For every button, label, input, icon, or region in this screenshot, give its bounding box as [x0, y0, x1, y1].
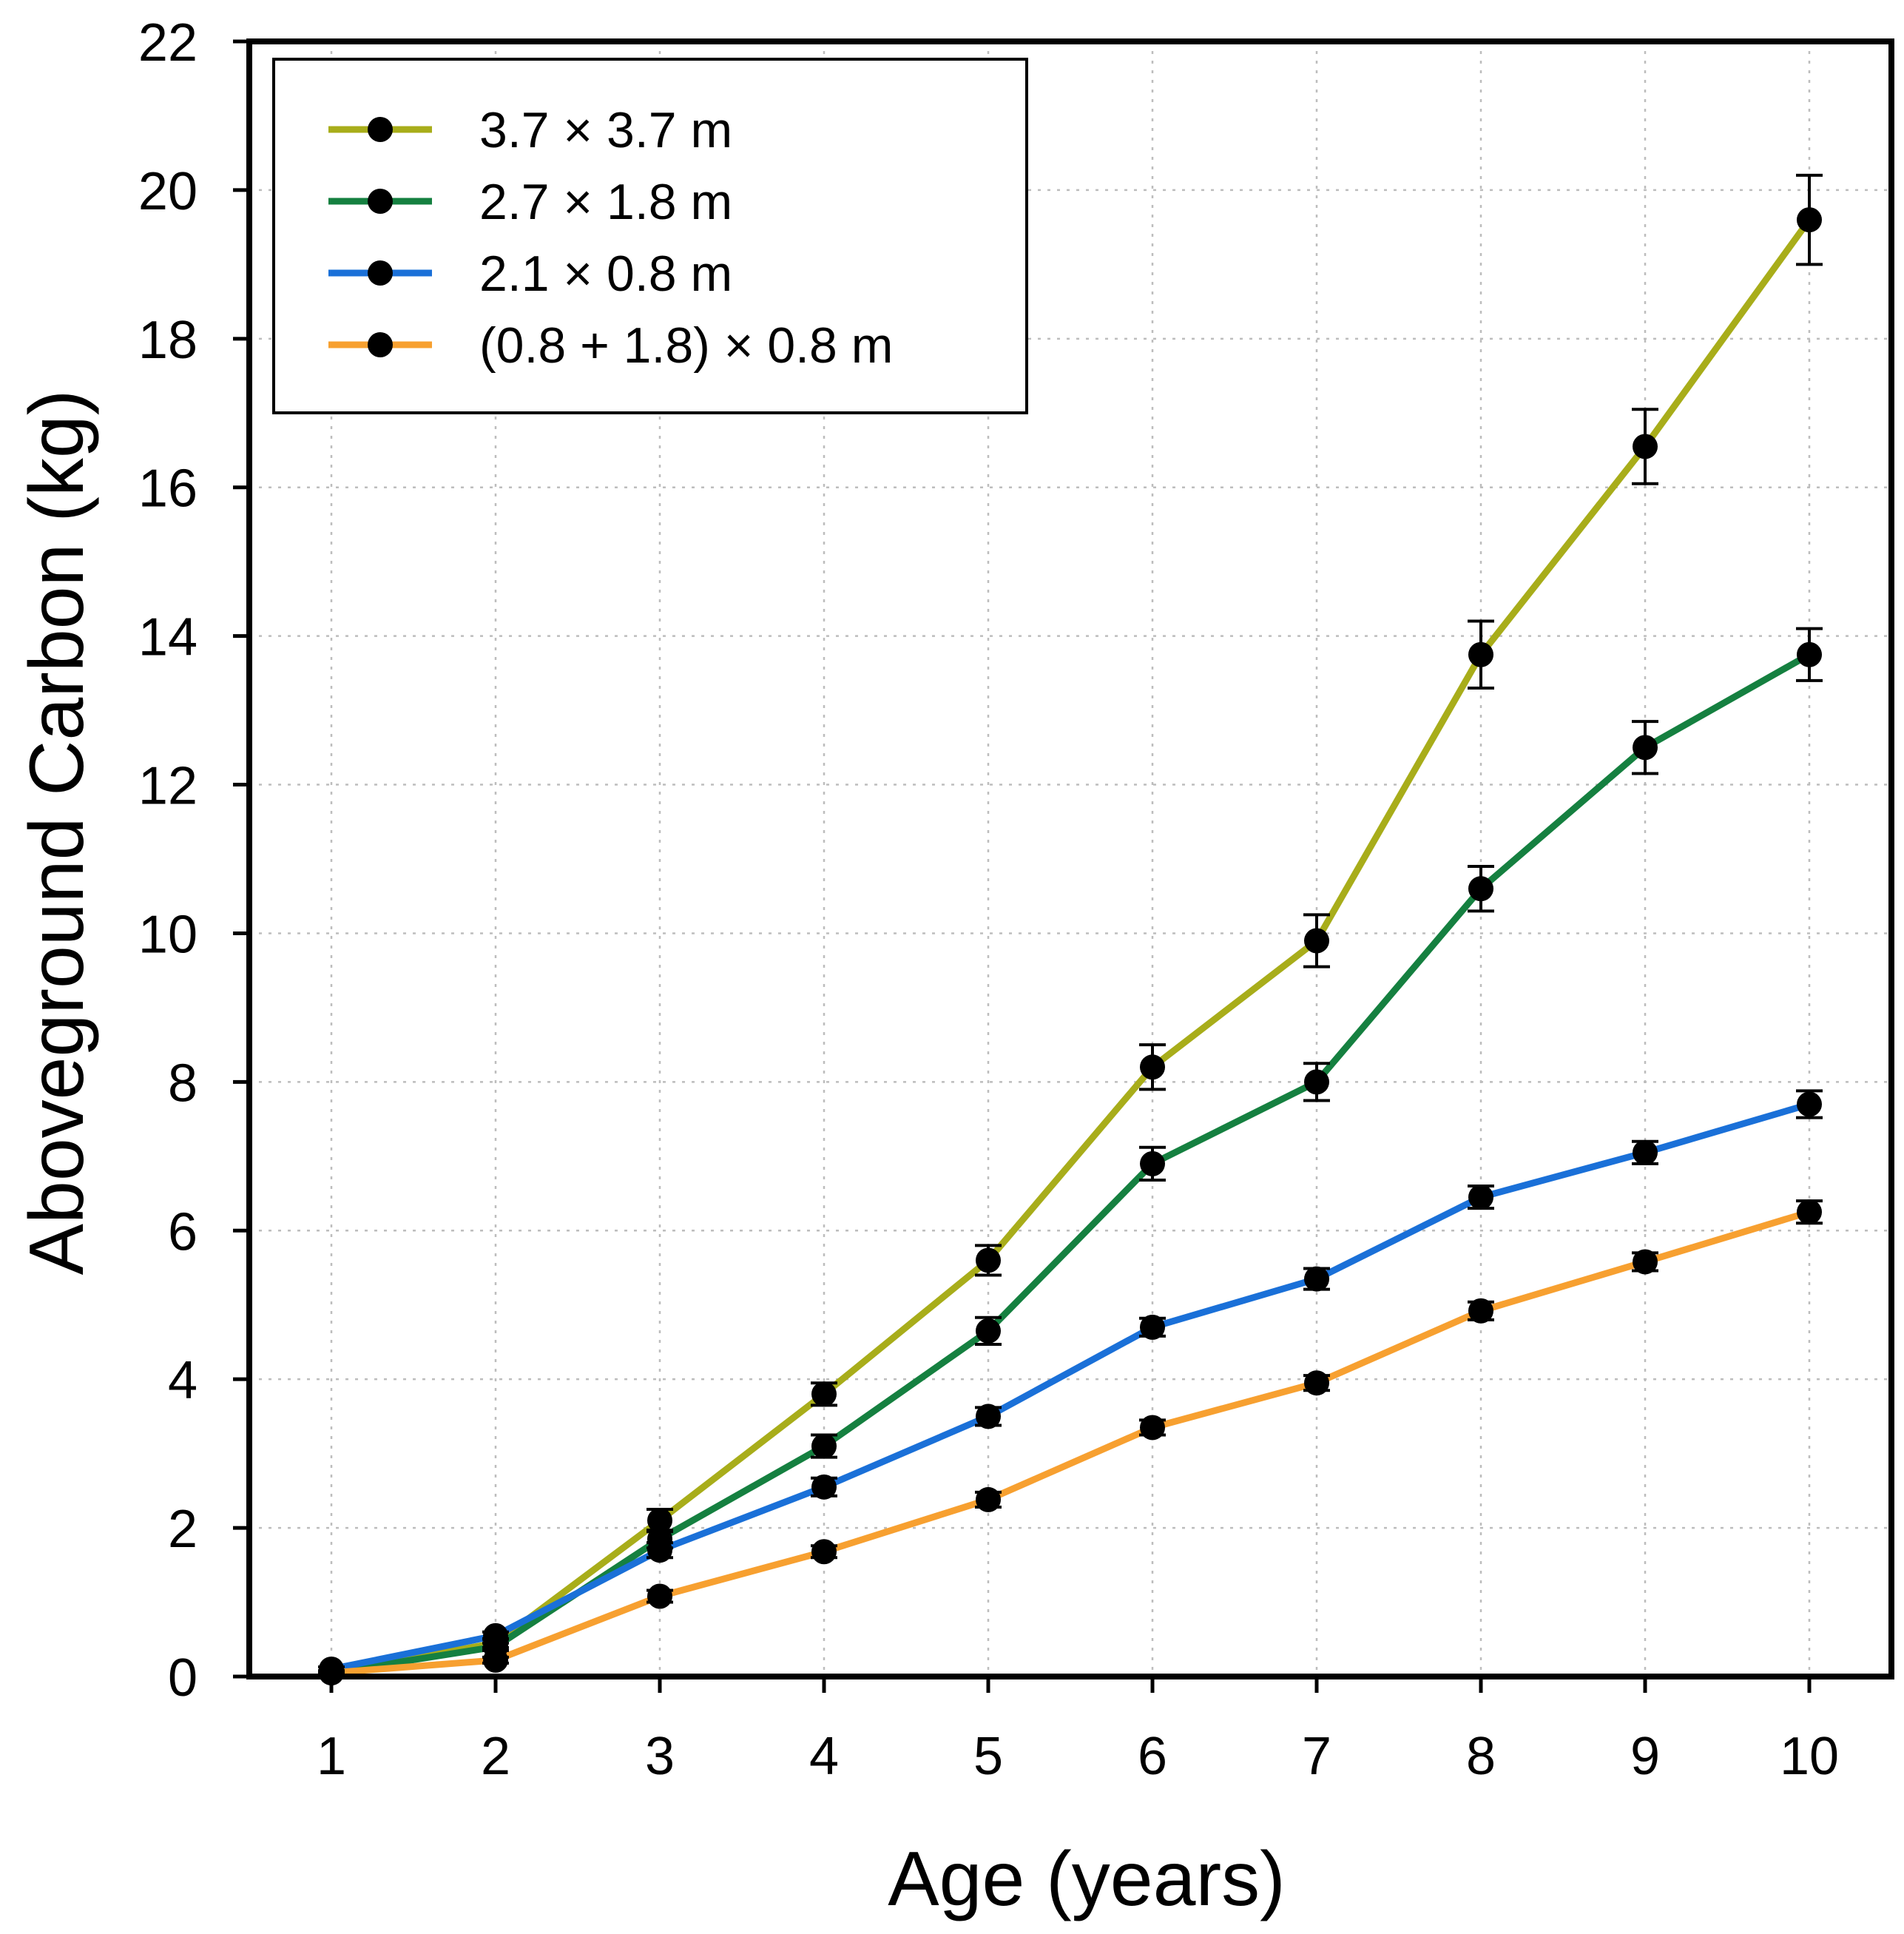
data-point: [1304, 1266, 1329, 1292]
y-tick-label: 14: [138, 608, 198, 667]
x-tick-label: 7: [1302, 1727, 1331, 1786]
x-tick-labels: 1 2 3 4 5 6 7 8 9 10: [317, 1727, 1839, 1786]
x-tick-label: 6: [1138, 1727, 1167, 1786]
series-line: [328, 1101, 1813, 1673]
x-tick-label: 4: [809, 1727, 839, 1786]
x-tick-label: 10: [1780, 1727, 1839, 1786]
data-point: [976, 1486, 1001, 1512]
data-point: [976, 1404, 1001, 1429]
legend-box: [272, 58, 1028, 414]
y-tick-label: 4: [168, 1351, 198, 1410]
data-point: [1633, 434, 1658, 459]
data-point: [1468, 641, 1493, 667]
data-point: [1304, 1069, 1329, 1095]
x-tick-label: 3: [645, 1727, 675, 1786]
data-point: [811, 1539, 837, 1565]
data-point: [483, 1647, 508, 1673]
data-point: [1633, 735, 1658, 761]
legend-entry: 2.1 × 0.8 m: [328, 246, 732, 302]
legend-label: (0.8 + 1.8) × 0.8 m: [479, 317, 893, 374]
data-point: [1468, 1298, 1493, 1324]
legend: 3.7 × 3.7 m 2.7 × 1.8 m 2.1 × 0.8 m (0.8 + …: [272, 58, 1028, 414]
plot-frame: [246, 38, 1894, 1679]
series-3-markers: [318, 1089, 1823, 1682]
legend-label: 2.1 × 0.8 m: [479, 246, 732, 302]
data-point: [1140, 1150, 1165, 1176]
data-point: [976, 1318, 1001, 1344]
data-point: [1304, 1370, 1329, 1396]
legend-label: 2.7 × 1.8 m: [479, 174, 732, 230]
data-point: [1797, 641, 1822, 667]
y-tick-label: 6: [168, 1202, 198, 1261]
data-point: [647, 1537, 672, 1563]
axis-ticks: [233, 39, 1812, 1693]
data-point: [1140, 1314, 1165, 1340]
legend-entry: (0.8 + 1.8) × 0.8 m: [328, 317, 893, 374]
series-1: [328, 216, 1813, 1677]
legend-entry: 2.7 × 1.8 m: [328, 174, 732, 230]
legend-marker: [368, 189, 393, 214]
data-point: [811, 1433, 837, 1459]
y-tick-label: 16: [138, 459, 198, 519]
x-tick-label: 5: [973, 1727, 1003, 1786]
y-tick-label: 18: [138, 311, 198, 370]
y-tick-label: 20: [138, 162, 198, 221]
data-point: [1140, 1054, 1165, 1080]
data-point: [1468, 1185, 1493, 1210]
data-point: [1304, 928, 1329, 954]
data-point: [1797, 1199, 1822, 1225]
legend-marker: [368, 260, 393, 286]
series-layer: [318, 173, 1823, 1685]
x-tick-label: 1: [317, 1727, 346, 1786]
legend-marker: [368, 117, 393, 142]
x-tick-label: 9: [1630, 1727, 1660, 1786]
grid-lines: [249, 41, 1891, 1677]
data-point: [1797, 1091, 1822, 1117]
data-point: [811, 1474, 837, 1500]
data-point: [647, 1583, 672, 1609]
data-point: [811, 1381, 837, 1407]
y-tick-labels: 0 2 4 6 8 10 12 14 16 18 20 22: [138, 13, 198, 1708]
data-point: [1633, 1139, 1658, 1165]
y-tick-label: 10: [138, 905, 198, 964]
data-point: [647, 1508, 672, 1534]
legend-label: 3.7 × 3.7 m: [479, 102, 732, 158]
y-tick-label: 22: [138, 13, 198, 73]
y-tick-label: 12: [138, 757, 198, 816]
data-point: [483, 1623, 508, 1648]
x-axis-title: Age (years): [888, 1836, 1286, 1922]
x-tick-label: 8: [1466, 1727, 1496, 1786]
y-tick-label: 8: [168, 1054, 198, 1113]
series-4-markers: [318, 1199, 1823, 1685]
data-point: [976, 1247, 1001, 1273]
series-line: [328, 1208, 1813, 1677]
series-line: [328, 216, 1813, 1677]
series-3: [328, 1101, 1813, 1673]
series-4: [328, 1208, 1813, 1677]
data-point: [1633, 1249, 1658, 1275]
x-tick-label: 2: [481, 1727, 510, 1786]
data-point: [1797, 207, 1822, 233]
y-tick-label: 0: [168, 1648, 198, 1708]
legend-marker: [368, 332, 393, 357]
y-tick-label: 2: [168, 1500, 198, 1559]
data-point: [1468, 876, 1493, 902]
legend-entry: 3.7 × 3.7 m: [328, 102, 732, 158]
y-axis-title: Aboveground Carbon (kg): [14, 390, 100, 1276]
data-point: [1140, 1415, 1165, 1441]
